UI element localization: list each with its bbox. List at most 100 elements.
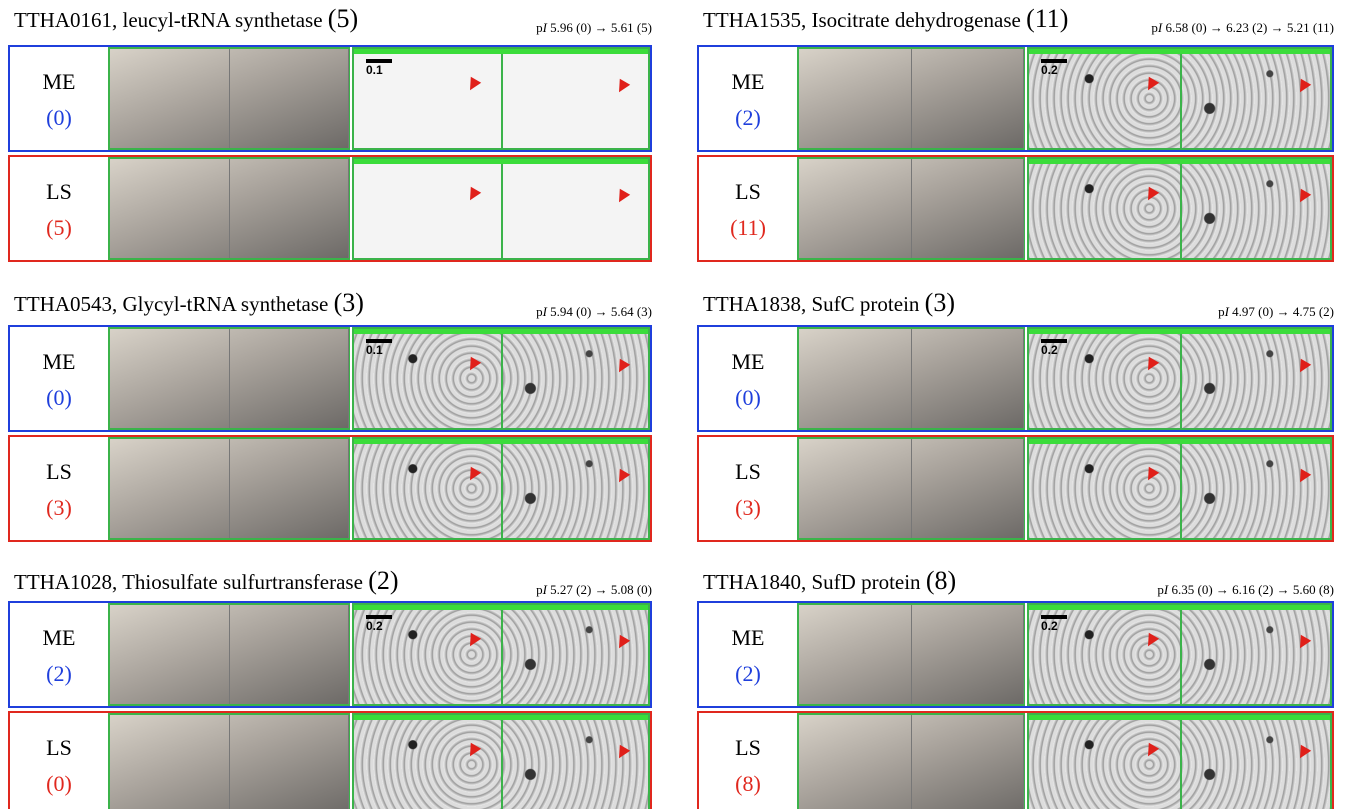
gel-header [354, 159, 648, 164]
surface-cell [229, 329, 349, 428]
scale-bar: 0.1 [366, 339, 392, 357]
gel-header [354, 329, 648, 334]
pi-shift: pI 6.35 (0) → 6.16 (2) → 5.60 (8) [1157, 582, 1334, 598]
surface-cell [799, 159, 912, 258]
gel-half [501, 715, 650, 809]
surface-plot [108, 603, 350, 706]
surface-cell [911, 49, 1024, 148]
scale-bar: 0.2 [1041, 59, 1067, 77]
row-box: LS(8) [697, 711, 1334, 809]
surface-cell [110, 439, 230, 538]
row-box: LS(3) [8, 435, 652, 542]
gel-image [1027, 157, 1332, 260]
gel-image [1027, 713, 1332, 809]
protein-name: TTHA1838, SufC protein [703, 292, 919, 316]
scale-bar: 0.2 [1041, 615, 1067, 633]
row-box: LS(5) [8, 155, 652, 262]
pi-shift: pI 5.96 (0) → 5.61 (5) [536, 20, 652, 36]
surface-plot [797, 327, 1025, 430]
row-count: (3) [10, 495, 108, 521]
surface-cell [799, 329, 912, 428]
scale-bar: 0.2 [1041, 339, 1067, 357]
gel-header [1029, 159, 1330, 164]
surface-cell [110, 159, 230, 258]
surface-cell [799, 49, 912, 148]
row-box: ME(0)0.2 [697, 325, 1334, 432]
pi-values: 6.58 (0) → 6.23 (2) → 5.21 (11) [1162, 20, 1334, 35]
panel-title: TTHA1028, Thiosulfate sulfurtransferase … [14, 566, 399, 596]
row-count: (5) [10, 215, 108, 241]
row-label: ME [10, 625, 108, 651]
surface-plot [108, 157, 350, 260]
gel-header [354, 439, 648, 444]
row-count: (11) [699, 215, 797, 241]
row-box: ME(2)0.2 [697, 601, 1334, 708]
surface-plot [108, 327, 350, 430]
row-label: ME [699, 625, 797, 651]
surface-cell [911, 159, 1024, 258]
gel-half [501, 439, 650, 538]
pi-shift: pI 4.97 (0) → 4.75 (2) [1218, 304, 1334, 320]
surface-cell [911, 715, 1024, 809]
surface-plot [797, 157, 1025, 260]
gel-image: 0.2 [352, 603, 650, 706]
gel-half [1180, 715, 1333, 809]
row-count: (2) [699, 105, 797, 131]
figure: TTHA0161, leucyl-tRNA synthetase (5) pI 5… [0, 0, 1350, 809]
scale-bar: 0.2 [366, 615, 392, 633]
gel-image [352, 157, 650, 260]
gel-half [1029, 159, 1182, 258]
gel-half [354, 159, 503, 258]
gel-image: 0.1 [352, 327, 650, 430]
row-label: LS [10, 735, 108, 761]
gel-image: 0.2 [1027, 327, 1332, 430]
gel-image: 0.2 [1027, 603, 1332, 706]
panel-title: TTHA0543, Glycyl-tRNA synthetase (3) [14, 288, 364, 318]
gel-header [354, 49, 648, 54]
gel-half [1029, 715, 1182, 809]
protein-name: TTHA0161, leucyl-tRNA synthetase [14, 8, 323, 32]
gel-image: 0.2 [1027, 47, 1332, 150]
row-count: (0) [10, 771, 108, 797]
gel-image [352, 437, 650, 540]
surface-plot [108, 437, 350, 540]
protein-name: TTHA1028, Thiosulfate sulfurtransferase [14, 570, 363, 594]
row-count: (0) [10, 105, 108, 131]
gel-half [354, 715, 503, 809]
gel-header [1029, 49, 1330, 54]
protein-name: TTHA0543, Glycyl-tRNA synthetase [14, 292, 328, 316]
row-count: (0) [699, 385, 797, 411]
surface-cell [911, 605, 1024, 704]
spot-count: (2) [368, 566, 398, 595]
surface-cell [110, 605, 230, 704]
pi-shift: pI 5.94 (0) → 5.64 (3) [536, 304, 652, 320]
pi-shift: pI 5.27 (2) → 5.08 (0) [536, 582, 652, 598]
spot-count: (8) [926, 566, 956, 595]
row-box: ME(2)0.2 [8, 601, 652, 708]
row-box: LS (0) [8, 711, 652, 809]
protein-name: TTHA1535, Isocitrate dehydrogenase [703, 8, 1021, 32]
protein-name: TTHA1840, SufD protein [703, 570, 921, 594]
surface-cell [110, 49, 230, 148]
row-box: ME(0)0.1 [8, 325, 652, 432]
panel-title: TTHA1535, Isocitrate dehydrogenase (11) [703, 4, 1068, 34]
row-box: LS(3) [697, 435, 1334, 542]
gel-half [501, 329, 650, 428]
surface-plot [108, 47, 350, 150]
spot-count: (3) [925, 288, 955, 317]
gel-header [1029, 439, 1330, 444]
gel-half [1180, 159, 1333, 258]
pi-values: 5.27 (2) → 5.08 (0) [547, 582, 652, 597]
pi-values: 5.94 (0) → 5.64 (3) [547, 304, 652, 319]
gel-half [501, 49, 650, 148]
surface-cell [911, 439, 1024, 538]
spot-count: (3) [334, 288, 364, 317]
row-label: LS [699, 179, 797, 205]
row-box: ME(2)0.2 [697, 45, 1334, 152]
row-box: LS (11) [697, 155, 1334, 262]
spot-count: (11) [1026, 4, 1068, 33]
gel-half [501, 159, 650, 258]
gel-header [354, 605, 648, 610]
row-label: LS [699, 735, 797, 761]
gel-image [352, 713, 650, 809]
